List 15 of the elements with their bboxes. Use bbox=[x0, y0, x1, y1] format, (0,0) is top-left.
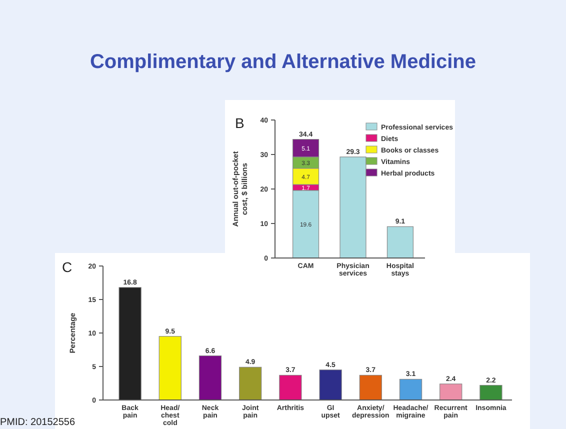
bar bbox=[440, 384, 462, 400]
text: C bbox=[62, 259, 72, 275]
bar bbox=[480, 384, 502, 400]
bar bbox=[319, 370, 342, 400]
chart-title: Complimentary and Alternative Medicine bbox=[90, 51, 476, 73]
bar bbox=[239, 366, 262, 400]
bar bbox=[198, 355, 222, 400]
bar bbox=[118, 287, 142, 400]
text: B bbox=[235, 115, 244, 131]
bar bbox=[158, 336, 182, 400]
bar bbox=[399, 378, 422, 400]
bar bbox=[279, 374, 302, 400]
text: PMID: 20152556 bbox=[0, 417, 76, 428]
bar bbox=[359, 374, 382, 400]
bar bbox=[386, 226, 414, 258]
